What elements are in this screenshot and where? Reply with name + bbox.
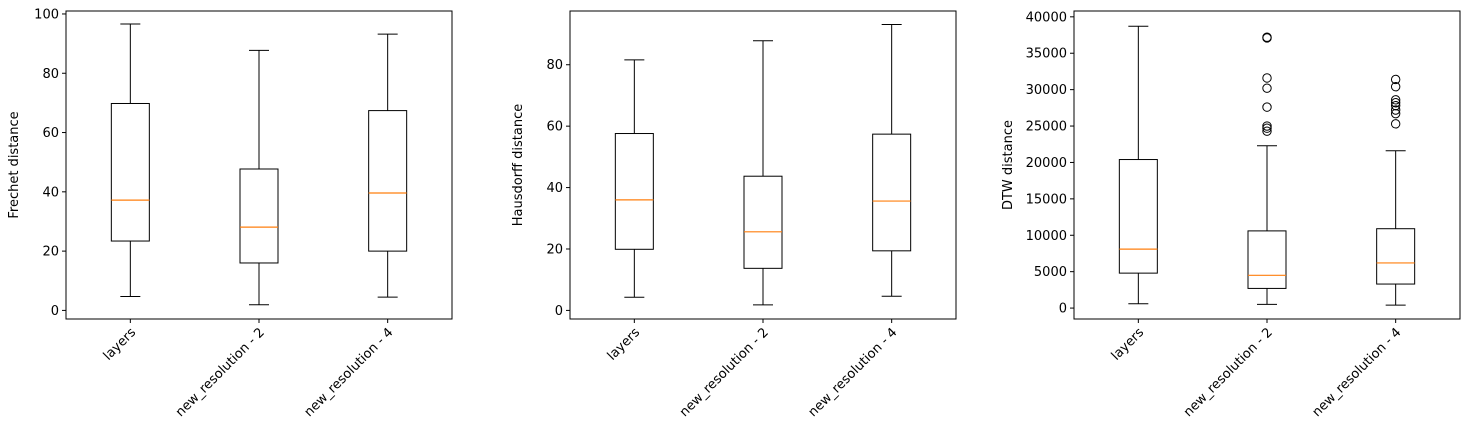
outlier-point <box>1390 74 1401 85</box>
y-tick-label: 5000 <box>1034 265 1067 280</box>
y-axis-label: Hausdorff distance <box>511 104 526 226</box>
outlier-point <box>1262 121 1272 131</box>
x-tick-label: layers <box>1109 325 1148 364</box>
box-body <box>368 110 408 252</box>
y-tick-label: 30000 <box>1026 83 1067 98</box>
box-2 <box>239 49 279 306</box>
box-2 <box>1247 32 1287 305</box>
plot-frame <box>65 10 453 320</box>
y-tick-label: 35000 <box>1026 47 1067 62</box>
plot-frame <box>569 10 957 320</box>
y-tick-label: 0 <box>555 304 563 319</box>
x-tick-label: new_resolution - 2 <box>1181 325 1276 420</box>
plot-frame <box>1073 10 1461 320</box>
y-tick-label: 40 <box>42 185 59 200</box>
outlier-point <box>1390 95 1401 105</box>
y-tick-label: 100 <box>34 7 59 22</box>
outlier-point <box>1262 83 1272 93</box>
x-tick-label: new_resolution - 4 <box>302 325 397 420</box>
x-tick-label: new_resolution - 4 <box>1310 325 1405 420</box>
y-tick-label: 20000 <box>1026 156 1067 171</box>
chart-panel-1: 0 20 40 60 80 100 Frechet distance layers new_re… <box>7 7 453 420</box>
box-1 <box>614 59 654 298</box>
outlier-point <box>1262 123 1272 133</box>
outlier-point <box>1262 126 1272 136</box>
box-body <box>1247 230 1287 289</box>
y-tick-label: 10000 <box>1026 229 1067 244</box>
outlier-point <box>1262 102 1272 112</box>
y-axis-label: DTW distance <box>1001 120 1016 210</box>
y-tick-label: 15000 <box>1026 192 1067 207</box>
y-tick-label: 80 <box>42 67 59 82</box>
outlier-point <box>1390 105 1401 115</box>
y-tick-label: 0 <box>1059 302 1067 317</box>
y-tick-label: 80 <box>546 58 563 73</box>
box-1 <box>110 23 150 297</box>
outlier-point <box>1390 82 1401 92</box>
y-tick-label: 60 <box>546 120 563 135</box>
x-tick-label: new_resolution - 4 <box>806 325 901 420</box>
box-3 <box>872 24 912 297</box>
box-body <box>110 102 150 242</box>
outlier-point <box>1262 33 1272 43</box>
box-3 <box>368 33 408 298</box>
x-tick-label: layers <box>605 325 644 364</box>
outlier-point <box>1390 100 1401 111</box>
outlier-point <box>1262 32 1272 42</box>
x-tick-label: layers <box>101 325 140 364</box>
box-body <box>872 133 912 252</box>
outlier-point <box>1262 73 1272 83</box>
x-tick-label: new_resolution - 2 <box>173 325 268 420</box>
y-tick-label: 20 <box>42 245 59 260</box>
outlier-point <box>1390 98 1401 108</box>
box-3 <box>1376 74 1416 306</box>
box-body <box>1376 228 1416 285</box>
y-axis-label: Frechet distance <box>7 111 22 218</box>
box-body <box>614 133 654 250</box>
y-tick-label: 20 <box>546 242 563 257</box>
chart-panel-2: 0 20 40 60 80 Hausdorff distance layers new_res… <box>511 10 957 420</box>
x-tick-label: new_resolution - 2 <box>677 325 772 420</box>
y-tick-label: 25000 <box>1026 120 1067 135</box>
box-body <box>1118 159 1158 274</box>
box-body <box>743 175 783 269</box>
y-tick-label: 40 <box>546 181 563 196</box>
box-1 <box>1118 25 1158 305</box>
y-tick-label: 0 <box>51 304 59 319</box>
y-tick-label: 40000 <box>1026 10 1067 25</box>
outlier-point <box>1390 119 1401 129</box>
box-2 <box>743 40 783 306</box>
chart-panel-3: 0 5000 10000 15000 20000 25000 30000 35000 40000… <box>1001 10 1461 420</box>
y-tick-label: 60 <box>42 126 59 141</box>
box-body <box>239 168 279 264</box>
